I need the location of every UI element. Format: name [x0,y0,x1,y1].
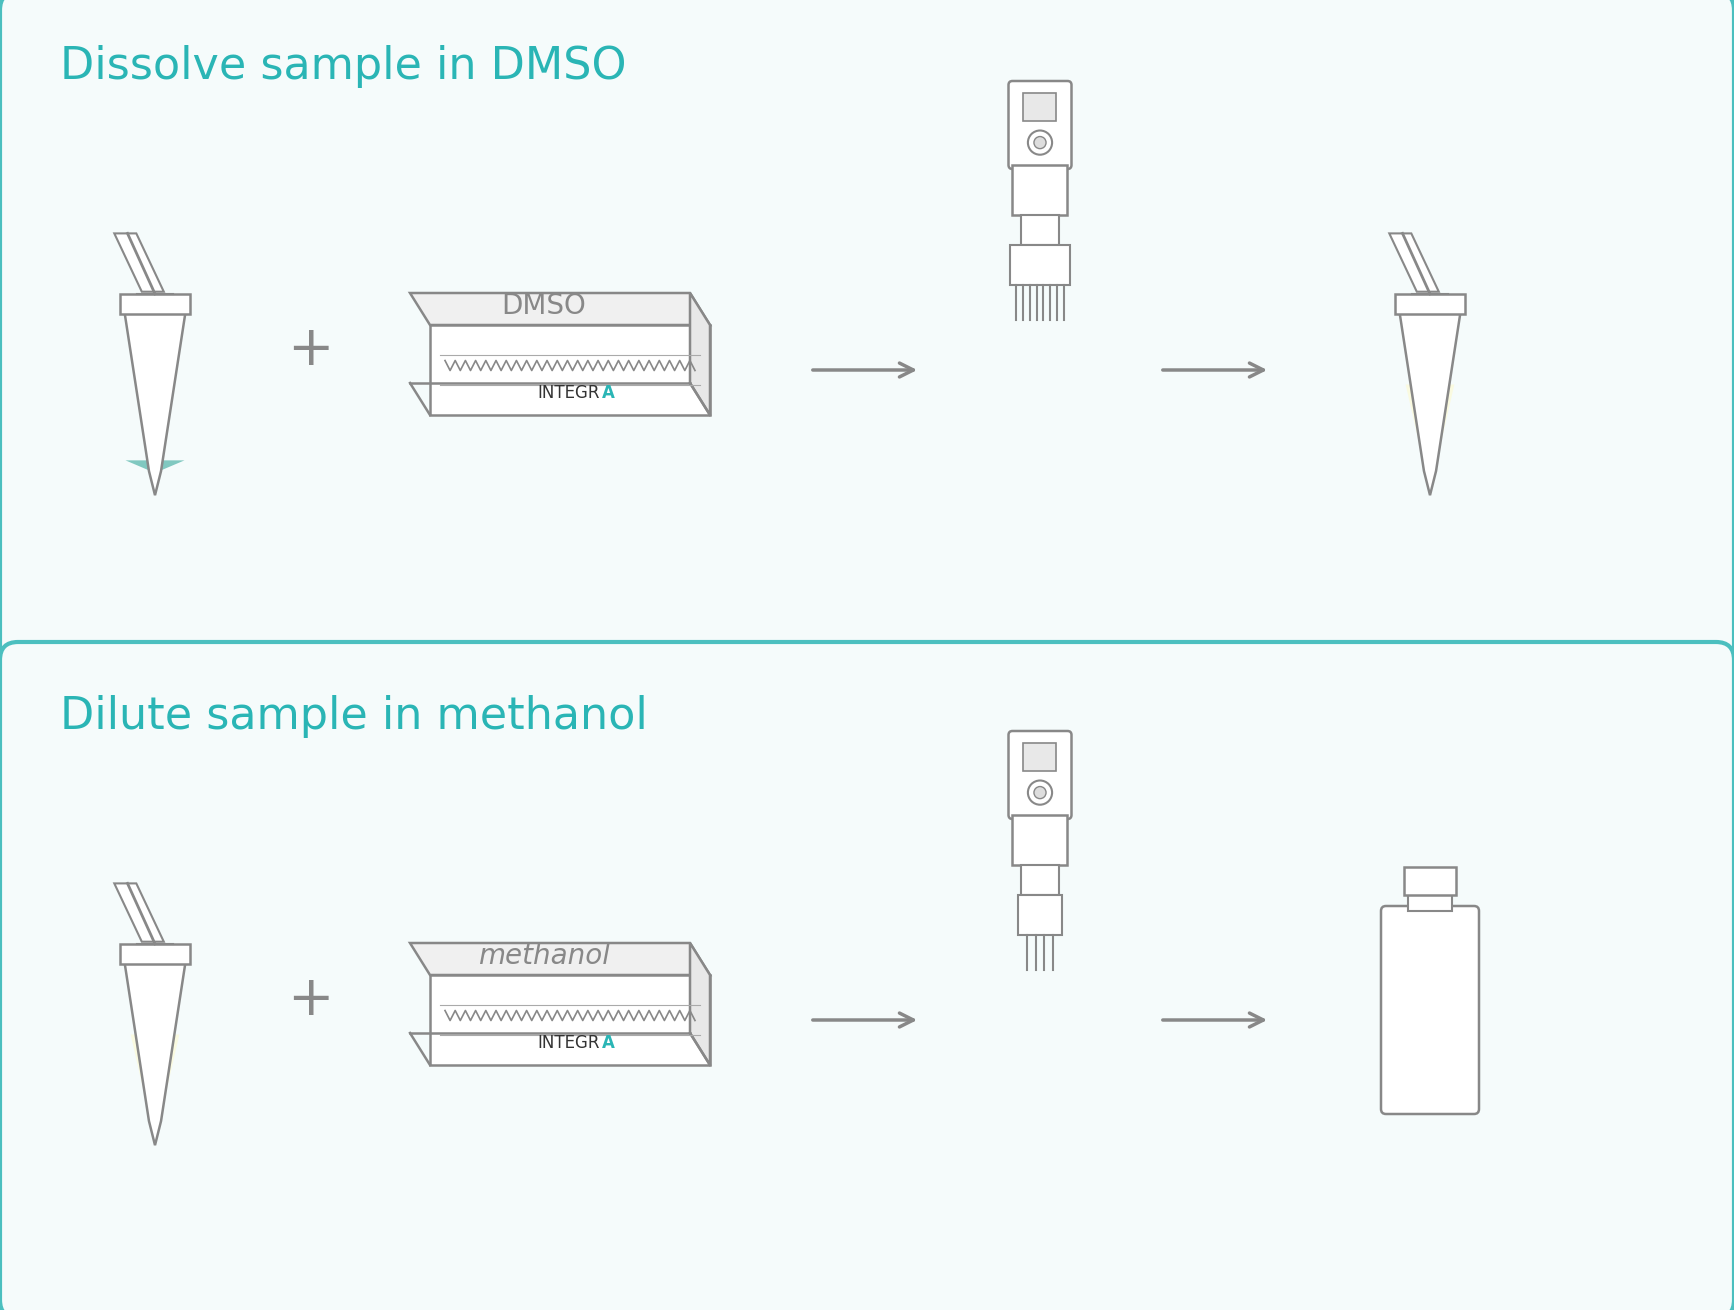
FancyBboxPatch shape [1009,81,1072,169]
Text: Dissolve sample in DMSO: Dissolve sample in DMSO [61,45,626,88]
Circle shape [1033,786,1046,799]
FancyBboxPatch shape [0,642,1734,1310]
Text: Dilute sample in methanol: Dilute sample in methanol [61,696,649,738]
Polygon shape [1399,313,1460,495]
Polygon shape [430,975,709,1065]
Polygon shape [690,293,709,415]
Bar [1021,215,1059,245]
Text: A: A [602,384,616,401]
FancyBboxPatch shape [0,0,1734,668]
Bar [1396,293,1465,313]
Bar [1013,815,1068,865]
Bar [1021,865,1059,895]
Circle shape [1028,131,1053,155]
Polygon shape [690,943,709,1065]
Bar [1009,245,1070,286]
Polygon shape [1406,385,1455,490]
Polygon shape [409,943,709,975]
Circle shape [1028,781,1053,804]
Text: +: + [286,324,333,377]
Bar [120,945,189,964]
Polygon shape [430,325,709,415]
Bar [1403,867,1457,895]
Polygon shape [114,883,163,942]
FancyBboxPatch shape [1009,731,1072,819]
Text: +: + [286,973,333,1027]
Bar [1408,895,1451,910]
Bar [1023,743,1056,772]
Polygon shape [125,460,184,490]
Text: INTEGR: INTEGR [538,384,600,401]
Polygon shape [125,313,186,495]
Polygon shape [1389,233,1439,292]
Bar [1023,93,1056,121]
Text: methanol: methanol [479,942,610,969]
Bar [1013,165,1068,215]
Polygon shape [409,293,709,325]
Polygon shape [125,964,186,1145]
Circle shape [1033,136,1046,148]
Text: DMSO: DMSO [501,292,586,320]
Text: A: A [602,1034,616,1052]
Bar [1018,895,1061,935]
Polygon shape [130,1035,179,1141]
FancyBboxPatch shape [1380,907,1479,1114]
Bar [120,293,189,313]
Bar [1389,1036,1470,1106]
Text: INTEGR: INTEGR [538,1034,600,1052]
Polygon shape [114,233,163,292]
